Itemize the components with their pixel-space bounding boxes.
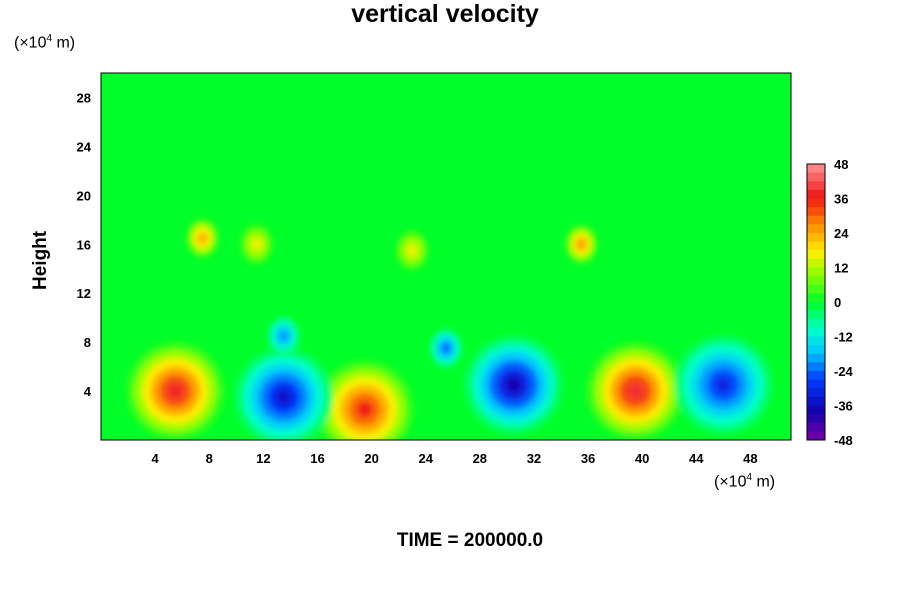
colorbar-swatch: [807, 293, 825, 303]
colorbar-swatch: [807, 414, 825, 424]
colorbar-swatch: [807, 267, 825, 277]
colorbar-swatch: [807, 362, 825, 372]
colorbar-swatch: [807, 224, 825, 234]
colorbar-tick-label: -48: [834, 433, 853, 448]
field-feature: [586, 342, 685, 440]
y-tick-label: 12: [77, 286, 91, 301]
colorbar-swatch: [807, 310, 825, 320]
field-feature: [429, 328, 463, 368]
colorbar-swatch: [807, 396, 825, 406]
colorbar-swatch: [807, 250, 825, 260]
colorbar-swatch: [807, 388, 825, 398]
x-tick-label: 28: [473, 451, 487, 466]
y-tick-label: 4: [84, 384, 92, 399]
colorbar-swatch: [807, 276, 825, 286]
colorbar-swatch: [807, 405, 825, 415]
field-feature: [316, 360, 414, 440]
x-tick-label: 4: [152, 451, 160, 466]
colorbar-swatch: [807, 189, 825, 199]
colorbar-swatch: [807, 379, 825, 389]
colorbar-swatch: [807, 284, 825, 294]
colorbar-tick-label: 12: [834, 261, 848, 276]
colorbar-swatch: [807, 327, 825, 337]
colorbar-swatch: [807, 241, 825, 251]
colorbar-swatch: [807, 198, 825, 208]
colorbar-swatch: [807, 371, 825, 381]
x-tick-label: 44: [689, 451, 704, 466]
x-tick-label: 8: [206, 451, 213, 466]
x-tick-label: 20: [364, 451, 378, 466]
x-tick-label: 48: [743, 451, 757, 466]
y-axis-unit: (×104 m): [14, 33, 76, 52]
colorbar-tick-label: 48: [834, 157, 848, 172]
colorbar-swatch: [807, 336, 825, 346]
y-tick-label: 20: [77, 188, 91, 203]
colorbar-tick-label: -36: [834, 399, 853, 414]
colorbar-swatch: [807, 302, 825, 312]
x-axis-unit: (×104 m): [714, 472, 776, 491]
colorbar-swatch: [807, 345, 825, 355]
colorbar-swatch: [807, 207, 825, 217]
field-feature: [464, 336, 563, 434]
y-tick-label: 24: [77, 139, 92, 154]
field-feature: [565, 224, 598, 264]
colorbar-tick-label: 36: [834, 192, 848, 207]
colorbar-swatch: [807, 181, 825, 191]
colorbar-swatch: [807, 258, 825, 268]
colorbar-swatch: [807, 233, 825, 243]
y-tick-label: 28: [77, 90, 91, 105]
field-feature: [234, 348, 333, 440]
colorbar-tick-label: 24: [834, 226, 849, 241]
x-tick-label: 16: [310, 451, 324, 466]
field-feature: [126, 342, 225, 440]
x-tick-label: 12: [256, 451, 270, 466]
colorbar-swatch: [807, 353, 825, 363]
field-feature: [395, 230, 429, 270]
field-feature: [267, 316, 300, 356]
colorbar-frame: [806, 163, 826, 441]
x-tick-label: 32: [527, 451, 541, 466]
colorbar-tick-label: -24: [834, 364, 854, 379]
colorbar-swatch: [807, 172, 825, 182]
x-tick-label: 36: [581, 451, 595, 466]
colorbar-swatch: [807, 215, 825, 225]
colorbar-tick-label: 0: [834, 295, 841, 310]
y-tick-label: 16: [77, 237, 91, 252]
colorbar-swatch: [807, 422, 825, 432]
time-label: TIME = 200000.0: [396, 530, 544, 551]
field-feature: [186, 218, 219, 258]
y-tick-label: 8: [84, 335, 91, 350]
colorbar-swatch: [807, 319, 825, 329]
x-tick-label: 40: [635, 451, 649, 466]
x-tick-label: 24: [418, 451, 433, 466]
field-feature: [240, 224, 273, 264]
chart-title: vertical velocity: [351, 0, 539, 28]
field-feature: [674, 336, 773, 434]
plot-frame: [100, 72, 792, 441]
colorbar-swatch: [807, 164, 825, 174]
colorbar-swatch: [807, 431, 825, 441]
colorbar-tick-label: -12: [834, 330, 853, 345]
